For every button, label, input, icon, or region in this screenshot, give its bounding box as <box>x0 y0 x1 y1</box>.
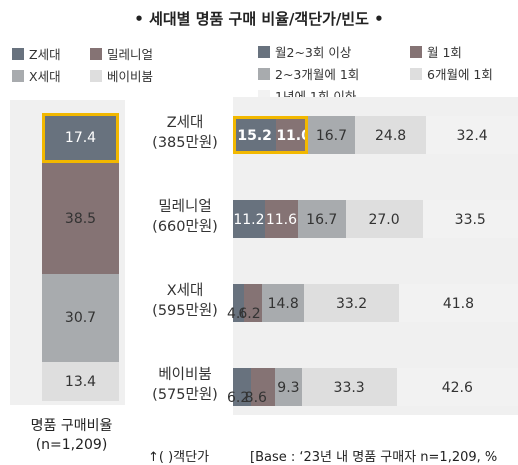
frequency-bar-segment <box>262 284 305 322</box>
legend-label: 2~3개월에 1회 <box>275 67 360 82</box>
frequency-bar-segment <box>425 116 518 154</box>
frequency-bar-segment <box>297 200 346 238</box>
frequency-bar-segment <box>396 368 518 406</box>
legend-swatch <box>258 45 270 58</box>
frequency-value-label: 9.3 <box>277 380 300 396</box>
category-price-label: (660만원) <box>152 219 218 235</box>
frequency-value-label: 33.2 <box>335 296 368 312</box>
frequency-value-label: 33.5 <box>454 212 486 228</box>
legend-item-freq-2: 월 1회 <box>410 42 462 61</box>
frequency-value-label: 11.2 <box>233 212 265 228</box>
frequency-value-label: 16.7 <box>306 212 338 228</box>
frequency-value-label: 4.0 <box>227 306 250 322</box>
caption-line1: 명품 구매비율 <box>30 418 113 434</box>
frequency-bar-segment <box>264 200 298 238</box>
frequency-bar-segment <box>233 368 251 406</box>
frequency-bar-segment <box>355 116 426 154</box>
frequency-value-label: 42.6 <box>441 380 473 396</box>
frequency-value-label: 8.6 <box>244 390 267 406</box>
ratio-value-label: 17.4 <box>64 130 97 147</box>
frequency-value-label: 15.2 <box>237 128 272 144</box>
frequency-bar-segment <box>307 116 356 154</box>
legend-item-z: Z세대 <box>12 44 61 63</box>
frequency-value-label: 6.2 <box>238 306 261 322</box>
ratio-bar-segment <box>42 362 119 401</box>
category-label: 베이비붐 <box>158 367 212 383</box>
legend-swatch <box>90 69 102 82</box>
frequency-bar-segment <box>276 116 308 154</box>
legend-label: 월2~3회 이상 <box>275 45 352 60</box>
left-legend: Z세대 밀레니얼 X세대 베이비붐 <box>12 44 227 84</box>
frequency-bar-segment <box>233 284 245 322</box>
frequency-value-label: 14.8 <box>267 296 299 312</box>
category-label: Z세대 <box>166 115 204 131</box>
legend-swatch <box>12 69 24 82</box>
frequency-value-label: 6.2 <box>227 390 250 406</box>
category-price-label: (575만원) <box>152 387 218 403</box>
frequency-bar-segment <box>422 200 518 238</box>
frequency-value-label: 27.0 <box>368 212 400 228</box>
legend-swatch <box>258 67 270 80</box>
highlight-frame <box>233 116 308 154</box>
frequency-bar-segment <box>301 368 397 406</box>
legend-label: Z세대 <box>29 47 61 62</box>
frequency-bar-segment <box>250 368 276 406</box>
ratio-bar-segment <box>42 273 119 363</box>
legend-item-babyboom: 베이비붐 <box>90 66 153 85</box>
legend-label: 밀레니얼 <box>107 47 154 62</box>
legend-label: 6개월에 1회 <box>427 67 493 82</box>
frequency-value-label: 11.0 <box>276 128 311 144</box>
frequency-bar-segment <box>304 284 399 322</box>
legend-swatch <box>410 67 422 80</box>
frequency-value-label: 11.6 <box>265 212 298 228</box>
legend-label: 베이비붐 <box>107 69 154 84</box>
legend-item-millennial: 밀레니얼 <box>90 44 153 63</box>
ratio-value-label: 30.7 <box>64 310 97 327</box>
legend-item-x: X세대 <box>12 66 61 85</box>
ratio-value-label: 13.4 <box>64 373 97 390</box>
ratio-bar-segment <box>42 163 119 274</box>
caption-line2: (n=1,209) <box>35 437 108 453</box>
chart-title: • 세대별 명품 구매 비율/객단가/빈도 • <box>134 10 384 28</box>
base-note: [Base : ‘23년 내 명품 구매자 n=1,209, % <box>250 450 498 465</box>
frequency-bar-segment <box>398 284 518 322</box>
price-note: ↑( )객단가 <box>148 450 210 465</box>
legend-item-freq-1: 월2~3회 이상 <box>258 42 351 61</box>
category-price-label: (385만원) <box>152 135 218 151</box>
frequency-bar-segment <box>233 116 277 154</box>
frequency-value-label: 24.8 <box>375 128 407 144</box>
frequency-bar-segment <box>233 200 265 238</box>
frequency-value-label: 32.4 <box>456 128 488 144</box>
legend-item-freq-4: 6개월에 1회 <box>410 64 493 83</box>
frequency-bar-segment <box>345 200 423 238</box>
ratio-bar-segment <box>42 113 119 164</box>
legend-swatch <box>12 47 24 60</box>
frequency-bar-segment <box>244 284 263 322</box>
frequency-value-label: 41.8 <box>442 296 474 312</box>
frequency-value-label: 16.7 <box>315 128 348 144</box>
frequency-value-label: 33.3 <box>333 380 365 396</box>
legend-item-freq-3: 2~3개월에 1회 <box>258 64 359 83</box>
legend-swatch <box>90 47 102 60</box>
left-chart-caption: 명품 구매비율 (n=1,209) <box>10 417 133 455</box>
frequency-bar-segment <box>275 368 302 406</box>
category-label: 밀레니얼 <box>158 199 212 215</box>
legend-label: 월 1회 <box>427 45 462 60</box>
ratio-value-label: 38.5 <box>64 210 97 227</box>
legend-label: X세대 <box>29 69 61 84</box>
category-price-label: (595만원) <box>152 303 218 319</box>
category-label: X세대 <box>166 283 204 299</box>
legend-swatch <box>410 45 422 58</box>
